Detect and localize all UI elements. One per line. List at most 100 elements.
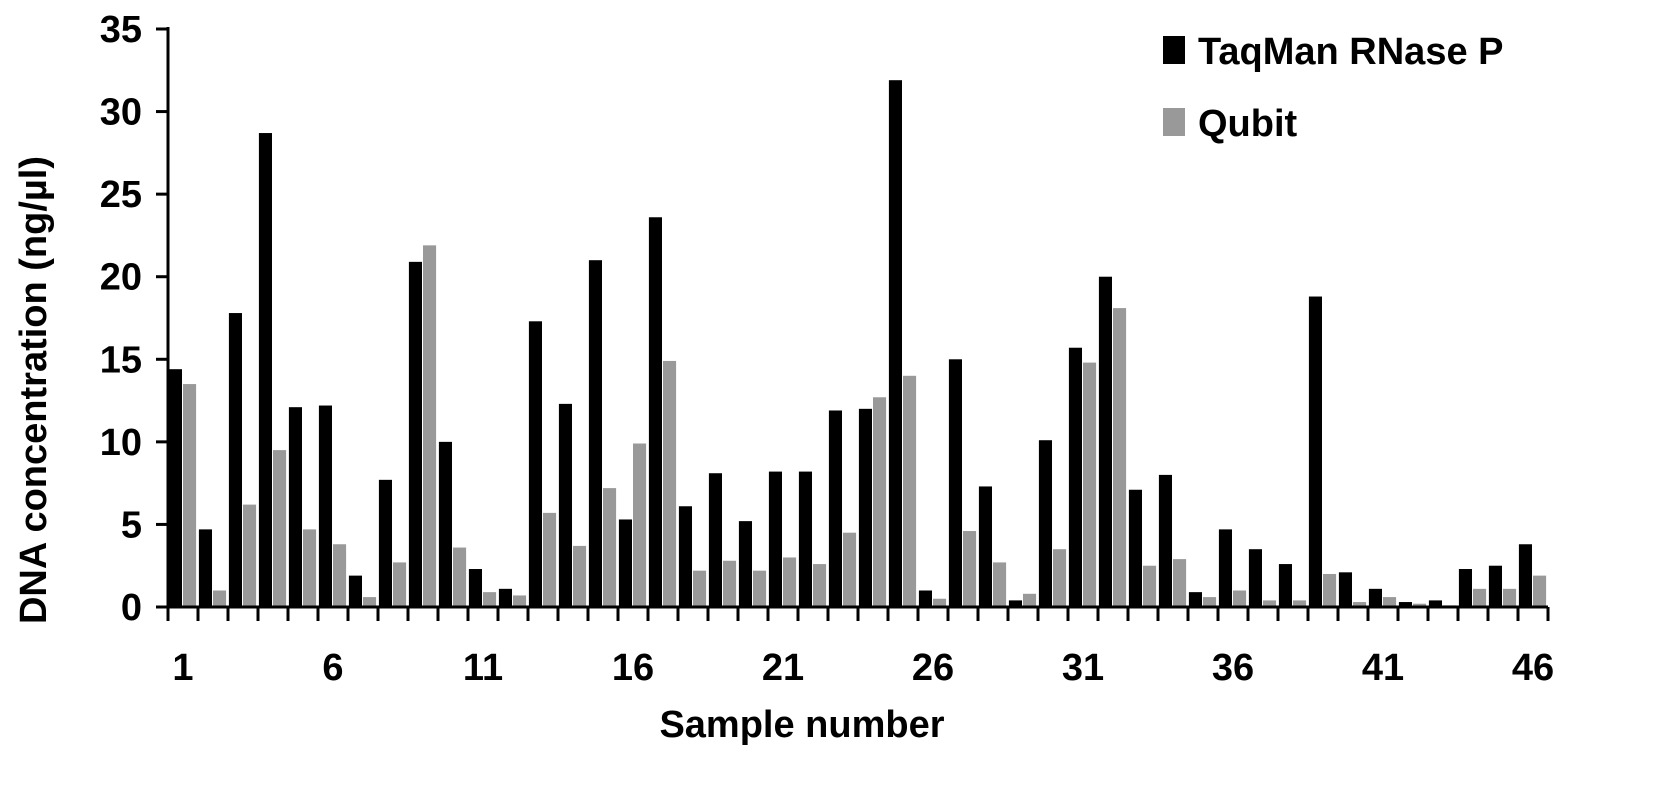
x-tick-label-21: 21 (762, 647, 804, 689)
legend-label-taqman: TaqMan RNase P (1198, 31, 1503, 73)
bar-taqman-42 (1398, 602, 1412, 607)
bar-qubit-9 (423, 245, 437, 607)
bar-qubit-40 (1353, 602, 1367, 607)
bar-taqman-39 (1308, 296, 1322, 607)
bar-taqman-2 (198, 529, 212, 607)
bar-taqman-45 (1488, 565, 1502, 607)
bar-qubit-39 (1323, 573, 1337, 607)
bar-taqman-5 (288, 407, 302, 607)
x-tick-label-46: 46 (1512, 647, 1554, 689)
bar-taqman-37 (1248, 549, 1262, 607)
bar-qubit-6 (333, 544, 347, 607)
bar-qubit-31 (1083, 362, 1097, 607)
bar-qubit-33 (1143, 565, 1157, 607)
bar-taqman-1 (168, 369, 182, 607)
bar-taqman-20 (738, 521, 752, 607)
bar-qubit-19 (723, 560, 737, 607)
bar-qubit-45 (1503, 588, 1517, 607)
bar-qubit-8 (393, 562, 407, 607)
bar-qubit-36 (1233, 590, 1247, 607)
bar-qubit-25 (903, 375, 917, 607)
y-tick-label-10: 10 (100, 422, 142, 464)
legend-swatch-taqman (1163, 36, 1185, 64)
bar-taqman-19 (708, 473, 722, 607)
bar-taqman-29 (1008, 600, 1022, 607)
bar-qubit-42 (1413, 603, 1427, 607)
bar-qubit-21 (783, 557, 797, 607)
bar-qubit-7 (363, 597, 377, 607)
bar-qubit-4 (273, 450, 287, 607)
bar-taqman-10 (438, 441, 452, 607)
bar-taqman-3 (228, 313, 242, 607)
bar-qubit-32 (1113, 308, 1127, 607)
bar-taqman-12 (498, 588, 512, 607)
bar-taqman-15 (588, 260, 602, 607)
bar-taqman-36 (1218, 529, 1232, 607)
bar-taqman-33 (1128, 489, 1142, 607)
bar-qubit-14 (573, 545, 587, 607)
y-tick-label-30: 30 (100, 92, 142, 134)
bar-qubit-37 (1263, 600, 1277, 607)
bar-qubit-11 (483, 592, 497, 607)
bar-qubit-29 (1023, 593, 1037, 607)
bar-taqman-46 (1518, 544, 1532, 607)
bar-taqman-26 (918, 590, 932, 607)
bar-qubit-18 (693, 570, 707, 607)
bar-taqman-6 (318, 405, 332, 607)
bar-taqman-22 (798, 471, 812, 607)
bar-taqman-8 (378, 479, 392, 607)
x-tick-label-1: 1 (172, 647, 193, 689)
bar-qubit-24 (873, 397, 887, 607)
bar-qubit-26 (933, 598, 947, 607)
bar-qubit-16 (633, 443, 647, 607)
bar-qubit-30 (1053, 549, 1067, 607)
bar-qubit-44 (1473, 588, 1487, 607)
bar-qubit-5 (303, 529, 317, 607)
x-tick-label-36: 36 (1212, 647, 1254, 689)
bar-qubit-15 (603, 488, 617, 607)
bar-qubit-20 (753, 570, 767, 607)
bar-qubit-41 (1383, 597, 1397, 607)
bar-taqman-35 (1188, 592, 1202, 607)
bar-qubit-3 (243, 504, 257, 607)
x-tick-label-26: 26 (912, 647, 954, 689)
x-tick-label-6: 6 (322, 647, 343, 689)
bar-qubit-34 (1173, 559, 1187, 607)
bar-taqman-16 (618, 519, 632, 607)
y-tick-label-15: 15 (100, 339, 142, 381)
x-tick-label-16: 16 (612, 647, 654, 689)
bar-qubit-35 (1203, 597, 1217, 607)
bar-taqman-9 (408, 261, 422, 607)
y-tick-label-0: 0 (121, 587, 142, 629)
bar-qubit-28 (993, 562, 1007, 607)
bar-taqman-34 (1158, 474, 1172, 607)
bar-taqman-7 (348, 575, 362, 607)
bar-taqman-14 (558, 403, 572, 607)
bar-qubit-46 (1533, 575, 1547, 607)
legend-swatch-qubit (1163, 108, 1185, 136)
bar-taqman-43 (1428, 600, 1442, 607)
bar-taqman-41 (1368, 588, 1382, 607)
bar-taqman-13 (528, 321, 542, 607)
bars-group (168, 80, 1547, 608)
x-tick-label-11: 11 (463, 647, 503, 689)
bar-qubit-13 (543, 512, 557, 607)
bar-qubit-12 (513, 595, 527, 607)
y-tick-label-35: 35 (100, 9, 142, 51)
bar-taqman-18 (678, 506, 692, 607)
bar-qubit-23 (843, 532, 857, 607)
bar-qubit-22 (813, 564, 827, 607)
y-axis-title: DNA concentration (ng/µl) (13, 156, 55, 624)
bar-qubit-10 (453, 547, 467, 607)
bar-taqman-27 (948, 359, 962, 607)
bar-qubit-38 (1293, 600, 1307, 607)
bar-taqman-17 (648, 217, 662, 607)
y-tick-label-20: 20 (100, 257, 142, 299)
x-axis-title: Sample number (659, 704, 944, 746)
y-tick-label-25: 25 (100, 174, 142, 216)
bar-taqman-23 (828, 410, 842, 607)
bar-taqman-31 (1068, 347, 1082, 607)
bar-qubit-27 (963, 531, 977, 607)
bar-taqman-4 (258, 133, 272, 608)
